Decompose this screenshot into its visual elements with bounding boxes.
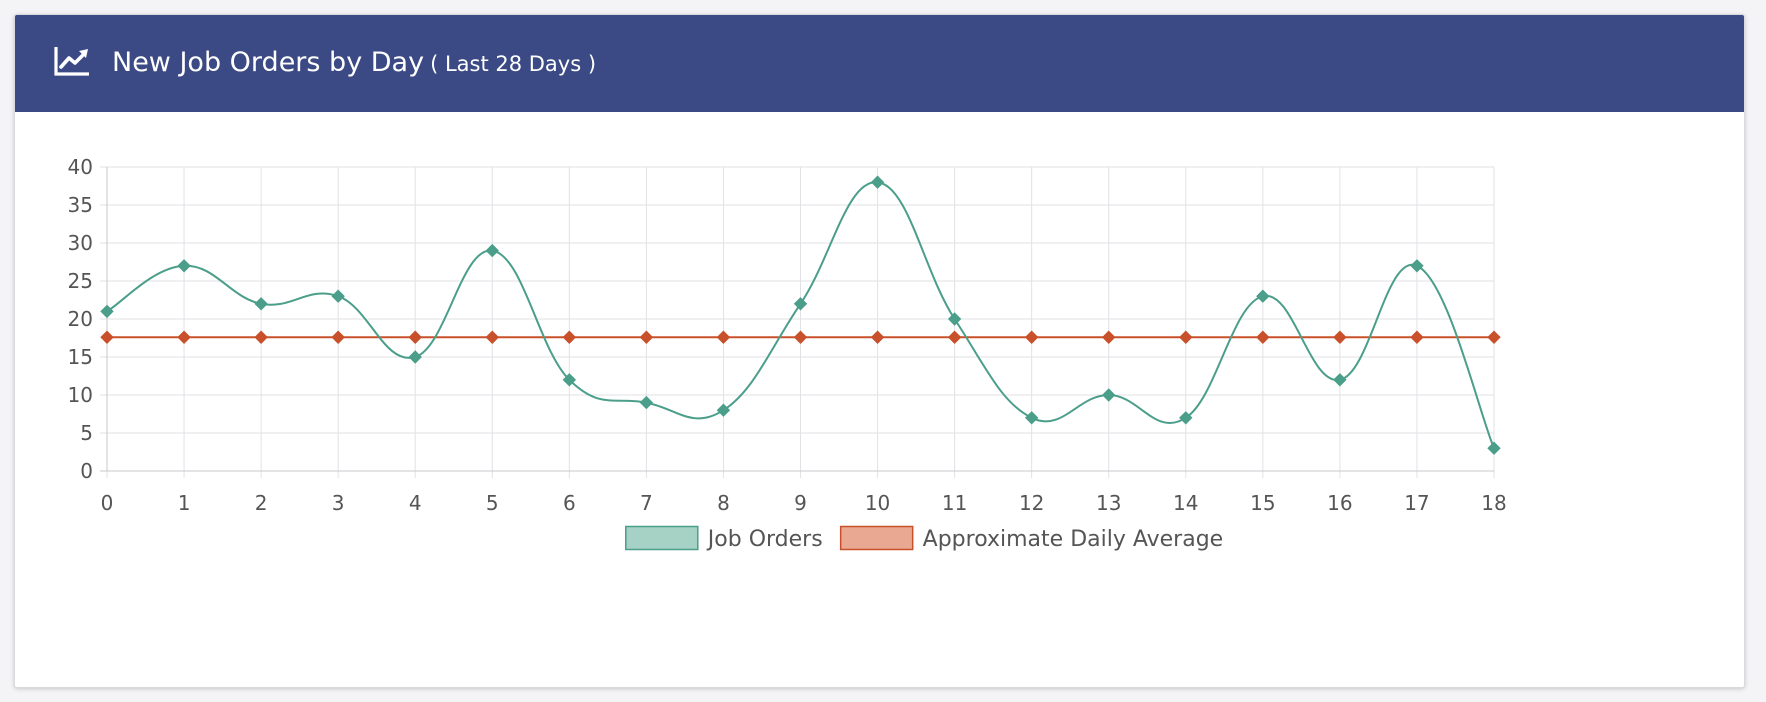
x-tick-label: 12 [1019,491,1044,515]
data-point-job-orders [1256,289,1270,303]
card-subtitle: ( Last 28 Days ) [430,52,597,76]
data-point-approximate-daily-average [408,330,422,344]
data-point-job-orders [1179,411,1193,425]
data-point-approximate-daily-average [485,330,499,344]
card-title-text: New Job Orders by Day [112,47,425,78]
data-point-job-orders [639,395,654,410]
x-tick-label: 0 [101,491,114,515]
data-point-job-orders [1487,441,1501,455]
y-tick-label: 30 [68,231,93,255]
data-point-approximate-daily-average [1256,330,1270,344]
x-tick-label: 4 [409,491,422,515]
x-tick-label: 10 [865,491,890,515]
x-tick-label: 8 [717,491,730,515]
data-point-job-orders [1333,373,1347,387]
data-point-approximate-daily-average [1410,330,1424,344]
data-point-job-orders [562,373,577,387]
legend-swatch [839,525,914,551]
chart-area: 0 5 10 15 20 25 30 35 40 0 1 2 3 4 5 6 7 8 9 10 11 12 13 14 15 16… [15,112,1744,687]
data-point-job-orders [408,350,422,364]
data-point-approximate-daily-average [947,330,962,344]
chart-card: New Job Orders by Day( Last 28 Days ) 0 5… [14,14,1745,688]
x-tick-labels: 0 1 2 3 4 5 6 7 8 9 10 11 12 13 14 15 16 17 18 [101,491,1507,515]
data-point-job-orders [793,297,808,311]
data-point-job-orders [1024,411,1039,425]
legend-item-job-orders: Job Orders [625,525,823,552]
x-tick-label: 9 [794,491,807,515]
x-tick-label: 15 [1250,491,1275,515]
grid-lines [100,166,1495,478]
data-point-approximate-daily-average [100,330,114,344]
series-line-job-orders [106,181,1495,449]
x-tick-label: 16 [1327,491,1352,515]
y-tick-label: 15 [68,345,93,369]
y-tick-label: 25 [68,269,93,293]
data-point-job-orders [177,259,191,273]
data-point-job-orders [100,304,114,319]
data-point-approximate-daily-average [1179,330,1193,344]
data-point-job-orders [254,297,268,311]
data-point-job-orders [947,312,962,326]
data-point-job-orders [1410,259,1424,273]
legend-label: Job Orders [706,527,823,552]
x-tick-label: 14 [1173,491,1198,515]
legend-label: Approximate Daily Average [923,527,1224,552]
x-tick-label: 7 [640,491,653,515]
data-point-approximate-daily-average [793,330,808,344]
data-point-approximate-daily-average [331,330,345,344]
x-tick-label: 3 [332,491,345,515]
data-point-approximate-daily-average [177,330,191,344]
data-point-approximate-daily-average [639,330,654,344]
data-point-approximate-daily-average [870,330,885,344]
card-header: New Job Orders by Day( Last 28 Days ) [15,15,1744,112]
data-point-job-orders [1102,388,1116,402]
y-tick-labels: 0 5 10 15 20 25 30 35 40 [68,155,93,483]
x-tick-label: 18 [1481,491,1506,515]
line-chart-icon [54,47,89,76]
card-title: New Job Orders by Day( Last 28 Days ) [112,45,596,82]
data-point-approximate-daily-average [1102,330,1116,344]
series-approximate-daily-average [100,330,1501,344]
data-point-job-orders [331,289,345,303]
x-tick-label: 11 [942,491,967,515]
data-point-job-orders [716,403,731,417]
y-tick-label: 0 [80,459,93,483]
y-tick-label: 35 [68,193,93,217]
y-tick-label: 20 [68,307,93,331]
data-point-approximate-daily-average [1024,330,1039,344]
data-point-approximate-daily-average [254,330,268,344]
y-tick-label: 40 [68,155,93,179]
legend: Job Orders Approximate Daily Average [625,525,1224,552]
data-point-approximate-daily-average [562,330,577,344]
y-tick-label: 5 [80,421,93,445]
data-point-approximate-daily-average [1487,330,1501,344]
x-tick-label: 1 [178,491,191,515]
data-point-approximate-daily-average [716,330,731,344]
y-tick-label: 10 [68,383,93,407]
series-job-orders [100,175,1501,455]
data-point-approximate-daily-average [1333,330,1347,344]
x-tick-label: 5 [486,491,499,515]
x-tick-label: 17 [1404,491,1429,515]
x-tick-label: 13 [1096,491,1121,515]
legend-item-approximate-daily-average: Approximate Daily Average [839,525,1224,552]
legend-swatch [625,525,699,551]
x-tick-label: 6 [563,491,576,515]
data-point-job-orders [870,175,885,189]
x-tick-label: 2 [255,491,268,515]
data-point-job-orders [485,243,499,258]
